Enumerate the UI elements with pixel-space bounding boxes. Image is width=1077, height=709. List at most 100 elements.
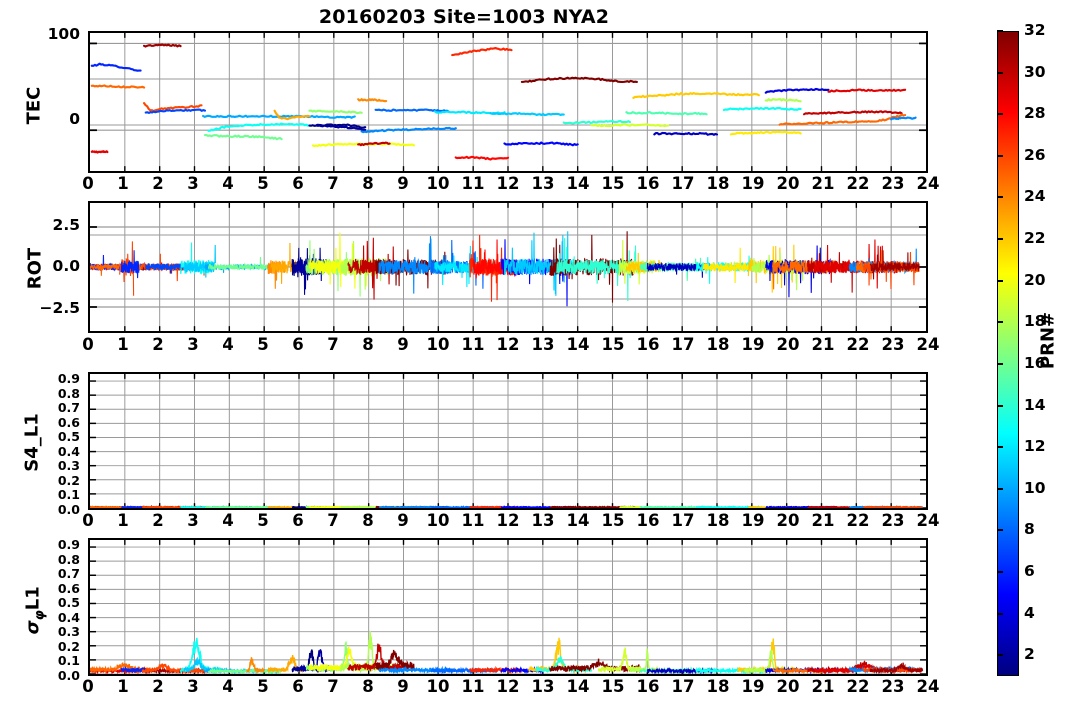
colorbar-tick-14: 14 bbox=[1024, 395, 1046, 414]
panel-sigmaphi-l1-xtick-0: 0 bbox=[82, 677, 94, 696]
sp-ytick-0.2: 0.2 bbox=[57, 638, 80, 654]
panel-rot-xtick-20: 20 bbox=[776, 335, 800, 354]
sigmaphi-l1-plot-area bbox=[90, 540, 926, 674]
sp-ytick-0.1: 0.1 bbox=[57, 653, 80, 669]
panel-rot-xtick-21: 21 bbox=[811, 335, 835, 354]
panel-sigmaphi-l1-xtick-1: 1 bbox=[117, 677, 129, 696]
panel-rot bbox=[88, 201, 928, 333]
panel-rot-xtick-7: 7 bbox=[327, 335, 339, 354]
panel-tec-ytick-100: 100 bbox=[47, 25, 80, 43]
colorbar-tickmark bbox=[997, 238, 1003, 241]
sp-ytick-0.9: 0.9 bbox=[57, 537, 80, 553]
panel-s4l1-xtick-14: 14 bbox=[566, 511, 590, 530]
panel-rot-xtick-22: 22 bbox=[846, 335, 870, 354]
panel-tec-xtick-0: 0 bbox=[82, 174, 94, 193]
colorbar-tick-10: 10 bbox=[1024, 478, 1046, 497]
panel-s4l1-xtick-10: 10 bbox=[426, 511, 450, 530]
colorbar-tickmark bbox=[997, 154, 1003, 157]
panel-tec-xtick-7: 7 bbox=[327, 174, 339, 193]
sp-ytick-0.6: 0.6 bbox=[57, 580, 80, 596]
rot-plot-area bbox=[90, 203, 926, 331]
panel-rot-xtick-14: 14 bbox=[566, 335, 590, 354]
colorbar-tick-16: 16 bbox=[1024, 353, 1046, 372]
panel-sigmaphi-l1-xtick-3: 3 bbox=[187, 677, 199, 696]
colorbar-tick-4: 4 bbox=[1024, 603, 1035, 622]
colorbar-tickmark bbox=[997, 487, 1003, 490]
panel-rot-xtick-12: 12 bbox=[496, 335, 520, 354]
panel-tec-xtick-19: 19 bbox=[741, 174, 765, 193]
panel-s4l1-xtick-7: 7 bbox=[327, 511, 339, 530]
panel-sigmaphi-l1-xtick-11: 11 bbox=[461, 677, 485, 696]
panel-rot-xtick-23: 23 bbox=[881, 335, 905, 354]
colorbar-tickmark bbox=[997, 529, 1003, 532]
panel-s4l1-xtick-20: 20 bbox=[776, 511, 800, 530]
panel-s4l1-xtick-19: 19 bbox=[741, 511, 765, 530]
colorbar-tickmark bbox=[997, 362, 1003, 365]
panel-s4l1-xtick-22: 22 bbox=[846, 511, 870, 530]
panel-tec-xtick-9: 9 bbox=[397, 174, 409, 193]
panel-sigmaphi-l1 bbox=[88, 538, 928, 676]
colorbar-tickmark bbox=[997, 113, 1003, 116]
panel-tec-xtick-14: 14 bbox=[566, 174, 590, 193]
colorbar-tickmark bbox=[997, 321, 1003, 324]
panel-s4l1-xtick-13: 13 bbox=[531, 511, 555, 530]
s4l1-plot-area bbox=[90, 374, 926, 508]
panel-sigmaphi-l1-xtick-7: 7 bbox=[327, 677, 339, 696]
sp-ytick-0.3: 0.3 bbox=[57, 624, 80, 640]
s4-ytick-0.2: 0.2 bbox=[57, 472, 80, 488]
panel-sigmaphi-l1-xtick-19: 19 bbox=[741, 677, 765, 696]
s4-ytick-0.7: 0.7 bbox=[57, 400, 80, 416]
colorbar-tickmark bbox=[997, 654, 1003, 657]
panel-sigmaphi-l1-xtick-15: 15 bbox=[601, 677, 625, 696]
panel-s4l1-xtick-6: 6 bbox=[292, 511, 304, 530]
colorbar-tickmark bbox=[997, 570, 1003, 573]
panel-tec-xtick-3: 3 bbox=[187, 174, 199, 193]
panel-tec-xtick-8: 8 bbox=[362, 174, 374, 193]
colorbar-prn bbox=[997, 31, 1019, 676]
panel-s4l1 bbox=[88, 372, 928, 510]
panel-tec-xtick-24: 24 bbox=[916, 174, 940, 193]
panel-sigmaphi-l1-xtick-21: 21 bbox=[811, 677, 835, 696]
colorbar-label: PRN# bbox=[1037, 311, 1059, 370]
sp-ytick-0.7: 0.7 bbox=[57, 566, 80, 582]
panel-sigmaphi-l1-xtick-5: 5 bbox=[257, 677, 269, 696]
panel-rot-xtick-4: 4 bbox=[222, 335, 234, 354]
panel-rot-xtick-1: 1 bbox=[117, 335, 129, 354]
colorbar-tick-26: 26 bbox=[1024, 145, 1046, 164]
panel-tec-xtick-5: 5 bbox=[257, 174, 269, 193]
panel-rot-ytick-neg2.5: −2.5 bbox=[39, 299, 80, 317]
colorbar-tick-6: 6 bbox=[1024, 561, 1035, 580]
panel-sigmaphi-l1-xtick-9: 9 bbox=[397, 677, 409, 696]
s4-ytick-0.5: 0.5 bbox=[57, 429, 80, 445]
panel-s4l1-xtick-21: 21 bbox=[811, 511, 835, 530]
panel-s4l1-xtick-5: 5 bbox=[257, 511, 269, 530]
colorbar-tick-28: 28 bbox=[1024, 104, 1046, 123]
panel-s4l1-xtick-23: 23 bbox=[881, 511, 905, 530]
panel-sigmaphi-l1-xtick-24: 24 bbox=[916, 677, 940, 696]
panel-sigmaphi-l1-xtick-22: 22 bbox=[846, 677, 870, 696]
panel-rot-xtick-0: 0 bbox=[82, 335, 94, 354]
colorbar-tickmark bbox=[997, 446, 1003, 449]
s4-ytick-0.3: 0.3 bbox=[57, 458, 80, 474]
panel-sigmaphi-l1-xtick-4: 4 bbox=[222, 677, 234, 696]
panel-sigmaphi-l1-xtick-2: 2 bbox=[152, 677, 164, 696]
panel-tec-xtick-18: 18 bbox=[706, 174, 730, 193]
panel-tec-ylabel: TEC bbox=[23, 86, 45, 125]
panel-sigmaphi-l1-xtick-18: 18 bbox=[706, 677, 730, 696]
panel-rot-xtick-16: 16 bbox=[636, 335, 660, 354]
panel-rot-xtick-15: 15 bbox=[601, 335, 625, 354]
panel-tec-xtick-1: 1 bbox=[117, 174, 129, 193]
panel-sigmaphi-l1-xtick-8: 8 bbox=[362, 677, 374, 696]
panel-tec-ytick-0: 0 bbox=[69, 110, 80, 128]
s4-ytick-0.0: 0.0 bbox=[57, 502, 80, 517]
s4-ytick-0.1: 0.1 bbox=[57, 487, 80, 503]
panel-tec-xtick-12: 12 bbox=[496, 174, 520, 193]
s4-ytick-0.8: 0.8 bbox=[57, 385, 80, 401]
colorbar-tickmark bbox=[997, 71, 1003, 74]
colorbar-tick-32: 32 bbox=[1024, 21, 1046, 39]
panel-s4l1-xtick-11: 11 bbox=[461, 511, 485, 530]
panel-sigmaphi-l1-xtick-13: 13 bbox=[531, 677, 555, 696]
panel-rot-xtick-13: 13 bbox=[531, 335, 555, 354]
panel-tec-xtick-2: 2 bbox=[152, 174, 164, 193]
sp-ytick-0.8: 0.8 bbox=[57, 551, 80, 567]
